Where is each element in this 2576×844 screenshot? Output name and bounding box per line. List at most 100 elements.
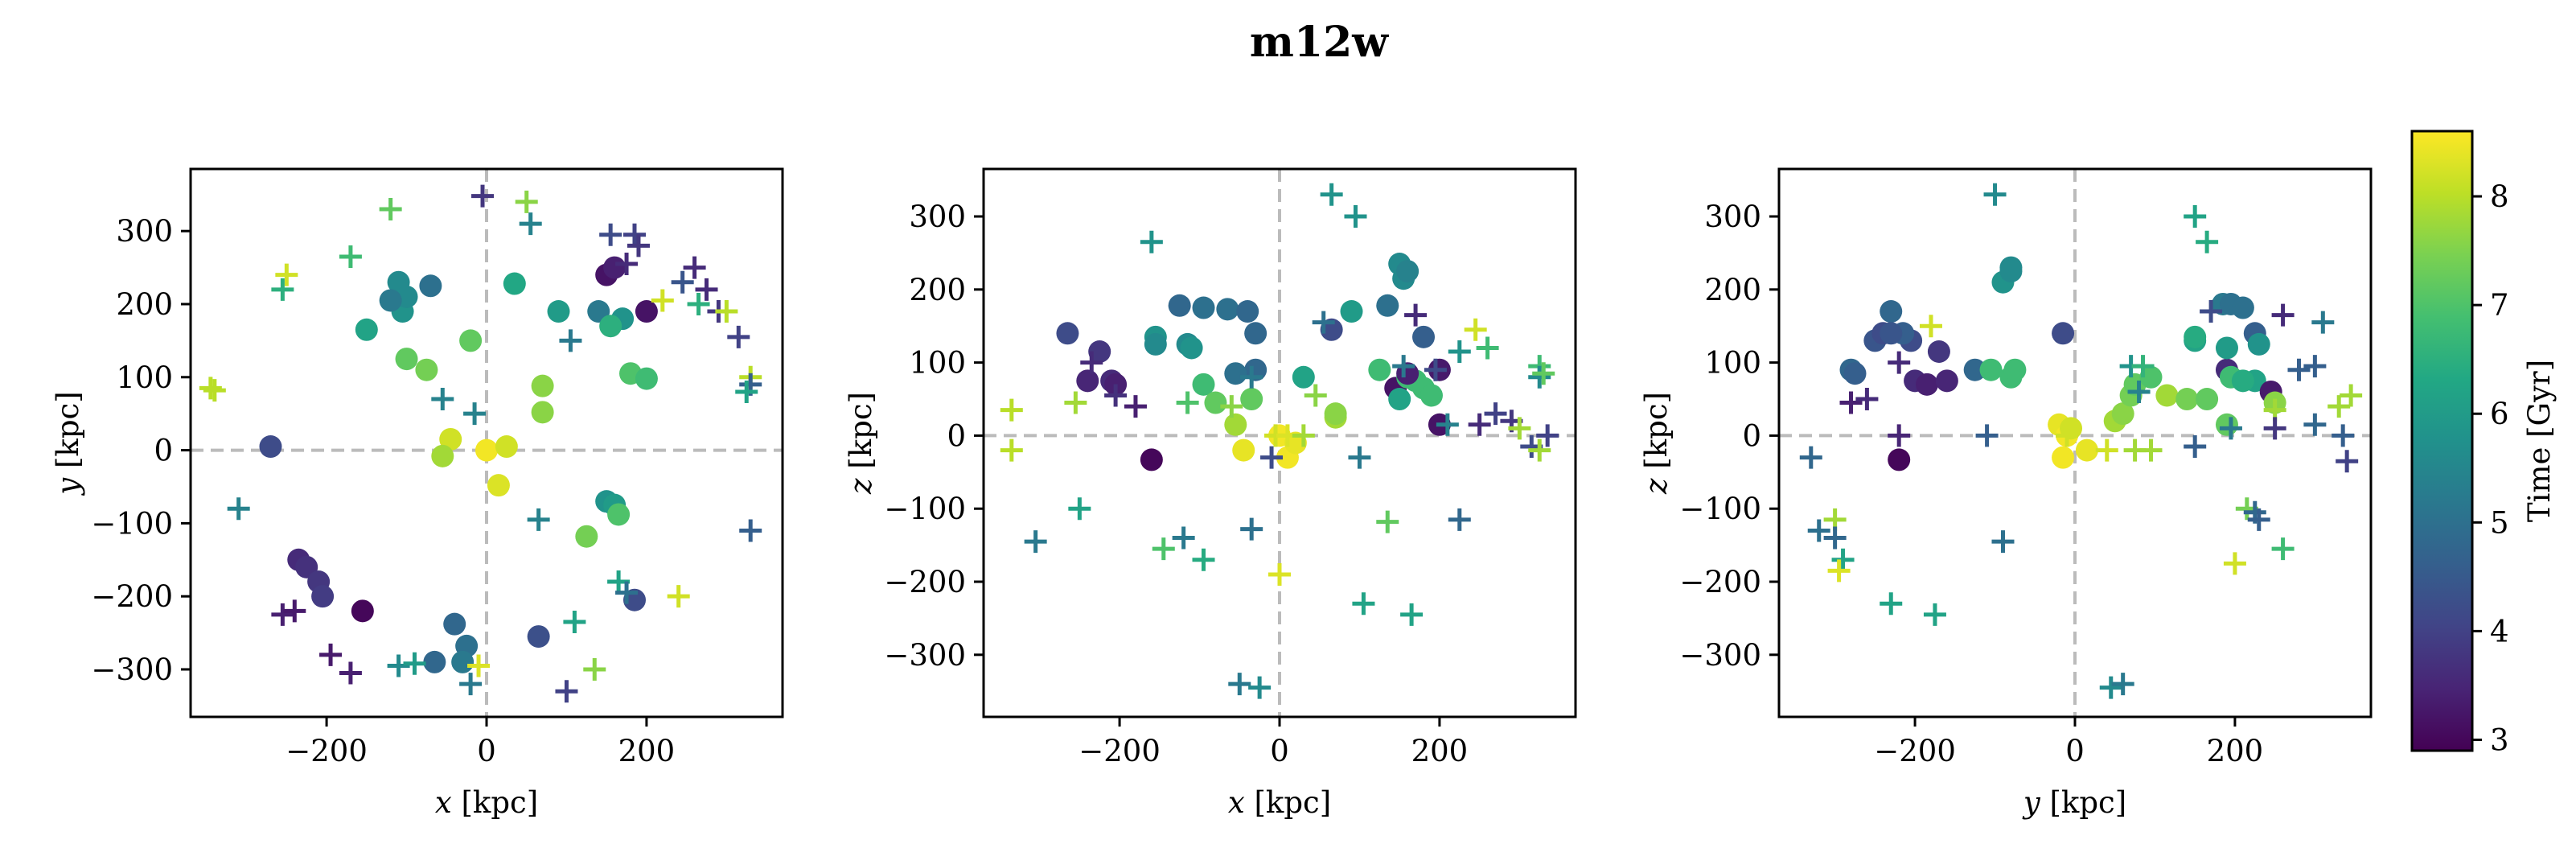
scatter-point-plus — [319, 643, 343, 666]
scatter-point-plus — [1799, 446, 1822, 469]
scatter-point-plus — [2340, 384, 2363, 407]
scatter-point-plus — [1476, 336, 1499, 360]
scatter-point-plus — [2056, 424, 2079, 447]
scatter-point-plus — [1172, 526, 1195, 550]
scatter-point-plus — [271, 278, 294, 301]
scatter-point-plus — [519, 212, 542, 236]
colorbar-tick-label: 8 — [2490, 179, 2509, 214]
scatter-point-plus — [2219, 417, 2242, 440]
scatter-point-plus — [2139, 438, 2163, 462]
scatter-point-circle — [2215, 413, 2238, 436]
scatter-point-plus — [227, 497, 250, 521]
scatter-point-plus — [527, 508, 550, 531]
scatter-point-plus — [627, 234, 650, 257]
scatter-point-plus — [1344, 205, 1367, 228]
scatter-point-circle — [1927, 340, 1950, 363]
scatter-point-plus — [2184, 435, 2207, 459]
y-tick-label: 0 — [947, 418, 966, 453]
scatter-point-plus — [339, 661, 362, 685]
scatter-point-plus — [2247, 508, 2270, 531]
colorbar-gradient — [2410, 130, 2474, 752]
x-axis-label: y [kpc] — [2022, 785, 2126, 820]
scatter-point-plus — [1888, 351, 1911, 374]
scatter-point-circle — [1216, 298, 1239, 321]
scatter-point-circle — [1340, 300, 1363, 323]
scatter-point-plus — [2303, 413, 2327, 436]
scatter-point-plus — [275, 263, 298, 286]
scatter-point-circle — [2139, 365, 2163, 389]
scatter-point-circle — [1916, 373, 1938, 396]
scatter-point-circle — [351, 599, 374, 623]
scatter-point-plus — [1855, 388, 1879, 411]
scatter-point-circle — [1240, 388, 1263, 411]
scatter-point-circle — [1076, 369, 1099, 393]
scatter-point-circle — [2075, 438, 2098, 462]
scatter-point-plus — [1448, 508, 1471, 531]
scatter-point-plus — [715, 300, 738, 323]
scatter-point-circle — [443, 612, 466, 636]
colorbar-tick-label: 4 — [2490, 614, 2509, 648]
scatter-point-plus — [667, 585, 690, 608]
scatter-point-plus — [739, 519, 762, 542]
scatter-point-plus — [1192, 548, 1215, 571]
scatter-point-circle — [1979, 358, 2003, 381]
scatter-point-circle — [1168, 294, 1191, 317]
scatter-point-plus — [2303, 355, 2327, 378]
y-tick-label: −300 — [884, 638, 966, 673]
scatter-point-circle — [599, 315, 622, 338]
scatter-point-circle — [451, 650, 475, 673]
scatter-point-plus — [1991, 530, 2015, 554]
scatter-point-circle — [1192, 296, 1215, 319]
x-tick-label: 0 — [2065, 734, 2085, 768]
y-axis-label: y [kpc] — [51, 391, 85, 496]
scatter-point-circle — [2184, 325, 2207, 348]
scatter-point-plus — [1880, 592, 1903, 616]
scatter-point-circle — [459, 329, 483, 352]
y-tick-label: 0 — [1742, 418, 1761, 453]
colorbar-tick-label: 3 — [2490, 723, 2509, 757]
scatter-point-plus — [379, 197, 402, 220]
x-axis-label: x [kpc] — [435, 785, 538, 820]
scatter-point-plus — [727, 325, 750, 348]
y-tick-label: −100 — [884, 492, 966, 526]
x-axis-label: x [kpc] — [1228, 785, 1331, 820]
y-tick-label: 200 — [1704, 273, 1761, 307]
scatter-point-circle — [379, 289, 402, 312]
scatter-point-plus — [615, 253, 639, 276]
scatter-point-plus — [1508, 417, 1531, 440]
scatter-point-plus — [1240, 365, 1263, 389]
scatter-point-plus — [2336, 450, 2359, 473]
scatter-panel-xz: −200 0 200 −300 −200 −100 0 100 200 300 x [kpc] z [… — [844, 167, 1577, 820]
scatter-point-plus — [1312, 311, 1335, 334]
scatter-point-plus — [1919, 315, 1942, 338]
scatter-point-circle — [531, 374, 554, 397]
y-tick-label: −100 — [91, 506, 173, 541]
scatter-point-circle — [1192, 373, 1215, 396]
scatter-point-plus — [2131, 355, 2155, 378]
scatter-point-plus — [199, 377, 222, 400]
scatter-point-circle — [1088, 340, 1111, 363]
scatter-point-plus — [1923, 603, 1946, 626]
scatter-point-plus — [615, 581, 639, 604]
colorbar-tick-label: 6 — [2490, 397, 2509, 431]
scatter-point-plus — [459, 673, 483, 696]
scatter-point-plus — [1823, 526, 1847, 550]
y-tick-label: 100 — [1704, 346, 1761, 381]
scatter-point-plus — [1024, 530, 1047, 554]
scatter-point-circle — [475, 438, 498, 462]
y-tick-label: 200 — [909, 273, 966, 307]
scatter-point-plus — [1448, 340, 1471, 363]
scatter-point-plus — [1140, 230, 1163, 253]
scatter-point-circle — [503, 272, 526, 295]
scatter-point-plus — [1348, 446, 1371, 469]
scatter-point-plus — [735, 380, 758, 403]
y-tick-label: 100 — [909, 346, 966, 381]
scatter-panel-yz: −200 0 200 −300 −200 −100 0 100 200 300 y [kpc] z [… — [1639, 167, 2373, 820]
scatter-point-plus — [403, 652, 426, 675]
scatter-point-circle — [1232, 438, 1255, 462]
scatter-point-circle — [1368, 358, 1391, 381]
scatter-point-plus — [1248, 676, 1272, 699]
scatter-point-circle — [1224, 413, 1247, 436]
scatter-point-circle — [1963, 358, 1986, 381]
